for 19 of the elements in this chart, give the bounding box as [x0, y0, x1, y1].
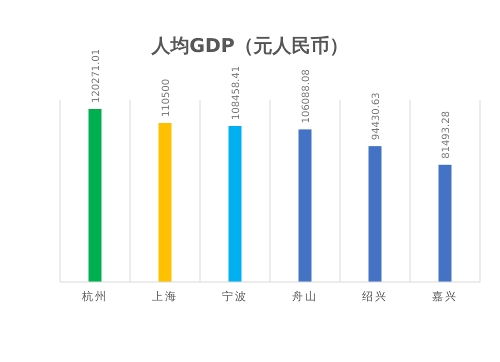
- bar: [158, 123, 172, 282]
- bar: [368, 146, 382, 282]
- data-label: 110500: [161, 78, 172, 118]
- bar: [228, 126, 242, 282]
- bar: [88, 109, 102, 282]
- x-tick-label: 杭州: [81, 290, 108, 303]
- data-label: 81493.28: [441, 111, 452, 159]
- x-tick-label: 上海: [152, 290, 178, 303]
- x-tick-label: 舟山: [292, 290, 318, 303]
- data-label: 106088.08: [301, 69, 312, 124]
- data-label: 94430.63: [371, 92, 382, 140]
- x-tick-label: 绍兴: [362, 290, 388, 303]
- x-tick-label: 嘉兴: [432, 290, 458, 303]
- data-label: 120271.01: [91, 48, 102, 103]
- bar: [298, 129, 312, 282]
- data-label: 108458.41: [231, 66, 242, 120]
- chart-title: 人均GDP（元人民币）: [150, 35, 349, 57]
- bar: [438, 164, 452, 282]
- x-tick-label: 宁波: [222, 290, 248, 303]
